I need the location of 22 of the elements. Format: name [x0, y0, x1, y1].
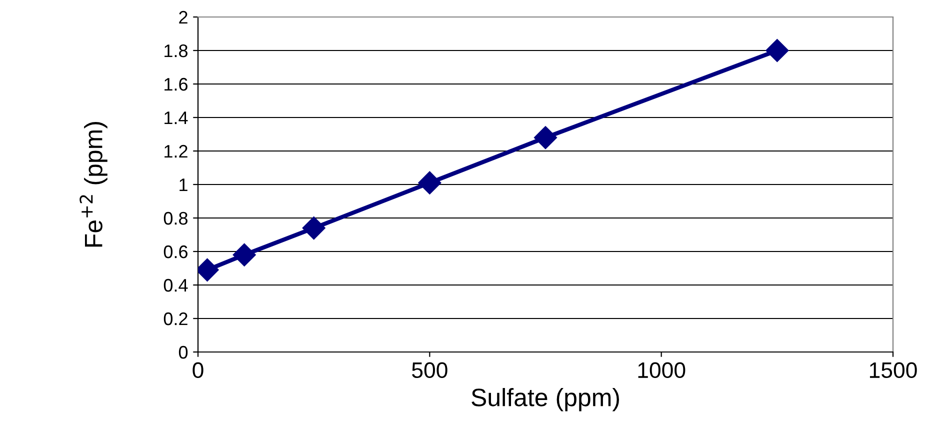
- point: [766, 39, 789, 62]
- x-tick-label: 1000: [638, 362, 686, 378]
- x-axis-title: Sulfate (ppm): [472, 388, 619, 412]
- y-tick-label: 0.6: [164, 245, 188, 258]
- y-tick-label: 2: [179, 10, 188, 24]
- y-tick-label: 1.2: [164, 144, 188, 158]
- y-axis-title: Fe$^{+2}$ (ppm): [80, 122, 108, 247]
- y-tick-label: 1.8: [164, 44, 188, 58]
- point: [418, 171, 442, 194]
- point: [302, 216, 326, 240]
- y-tick-label: 0: [178, 346, 188, 359]
- y-tick-label: 0.2: [164, 312, 188, 326]
- y-tick-label: 0.8: [164, 212, 188, 225]
- point: [534, 126, 557, 150]
- y-tick-label: 0.4: [164, 278, 188, 292]
- y-tick-label: 1.4: [164, 112, 188, 124]
- x-tick-label: 0: [192, 362, 204, 378]
- y-tick-label: 1: [180, 178, 188, 192]
- x-tick-label: 1500: [870, 362, 917, 378]
- point: [232, 243, 256, 266]
- y-tick-label: 1.6: [164, 78, 188, 91]
- x-tick-label: 500: [412, 362, 448, 378]
